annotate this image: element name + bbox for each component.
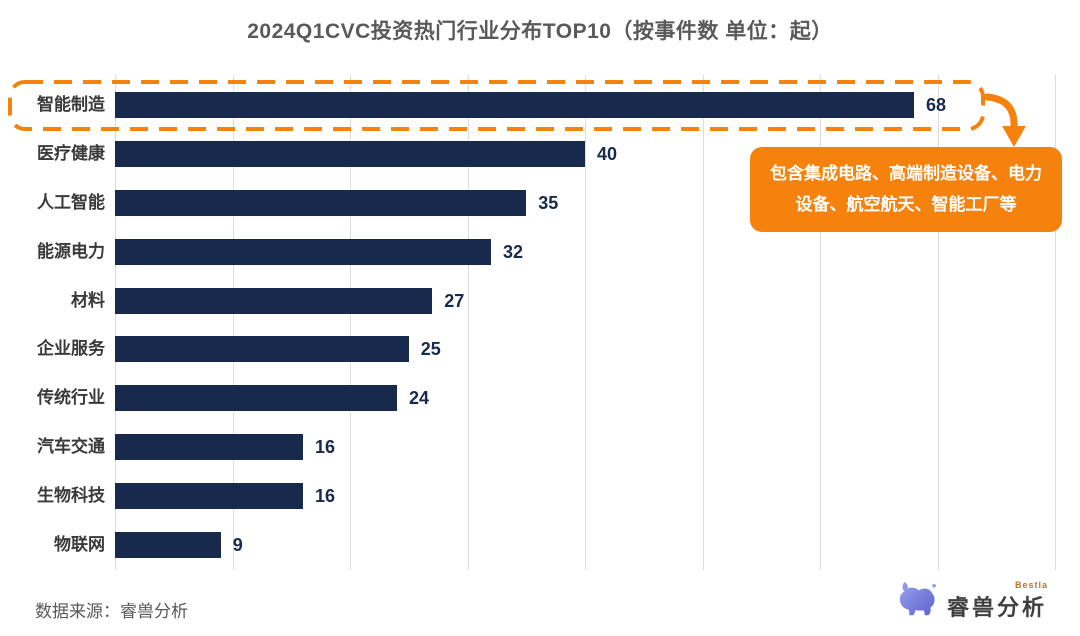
logo-sub-text: Bestla	[1015, 580, 1049, 590]
gridline	[585, 75, 586, 570]
bar-label: 医疗健康	[37, 143, 105, 163]
logo-text: 睿兽分析	[947, 595, 1048, 620]
bar-value: 27	[444, 290, 465, 311]
bar-value: 16	[315, 437, 336, 458]
bar	[115, 189, 527, 216]
gridline	[820, 75, 821, 570]
gridline	[232, 75, 234, 570]
bar-label: 物联网	[54, 535, 105, 554]
bar	[115, 336, 409, 363]
bar-value: 25	[420, 339, 441, 360]
bar-label: 企业服务	[37, 339, 105, 359]
gridline	[467, 75, 469, 570]
bar	[115, 434, 303, 461]
bar-label: 汽车交通	[37, 437, 105, 457]
bar-value: 32	[503, 241, 524, 262]
bar-label: 生物科技	[37, 486, 105, 506]
bar	[115, 92, 914, 118]
bar-label: 传统行业	[37, 388, 105, 408]
bestla-beast-icon	[899, 582, 936, 616]
callout-box: 包含集成电路、高端制造设备、电力设备、航空航天、智能工厂等	[750, 147, 1062, 232]
bar	[115, 238, 491, 265]
brand-logo: 睿兽分析 Bestla	[895, 578, 1075, 626]
bar	[115, 483, 303, 510]
bar-value: 40	[597, 143, 618, 164]
bar-label: 智能制造	[37, 95, 105, 114]
bar	[115, 287, 433, 314]
gridline	[702, 75, 704, 570]
data-source-label: 数据来源：睿兽分析	[35, 602, 188, 621]
gridline	[350, 75, 351, 570]
bar	[115, 140, 585, 167]
gridline	[937, 75, 939, 570]
axis-line	[115, 75, 116, 570]
chart-title: 2024Q1CVC投资热门行业分布TOP10（按事件数 单位：起）	[247, 20, 833, 43]
bar-value: 24	[409, 388, 430, 409]
bar-value: 16	[315, 486, 336, 507]
bar-value: 35	[538, 192, 559, 213]
bar-value: 68	[926, 95, 947, 115]
gridline	[1055, 75, 1056, 570]
bar-label: 材料	[71, 290, 105, 310]
bar	[115, 532, 221, 558]
bar-label: 人工智能	[37, 192, 105, 212]
bar	[115, 385, 397, 412]
bar-value: 9	[232, 535, 243, 555]
bar-label: 能源电力	[37, 241, 105, 261]
